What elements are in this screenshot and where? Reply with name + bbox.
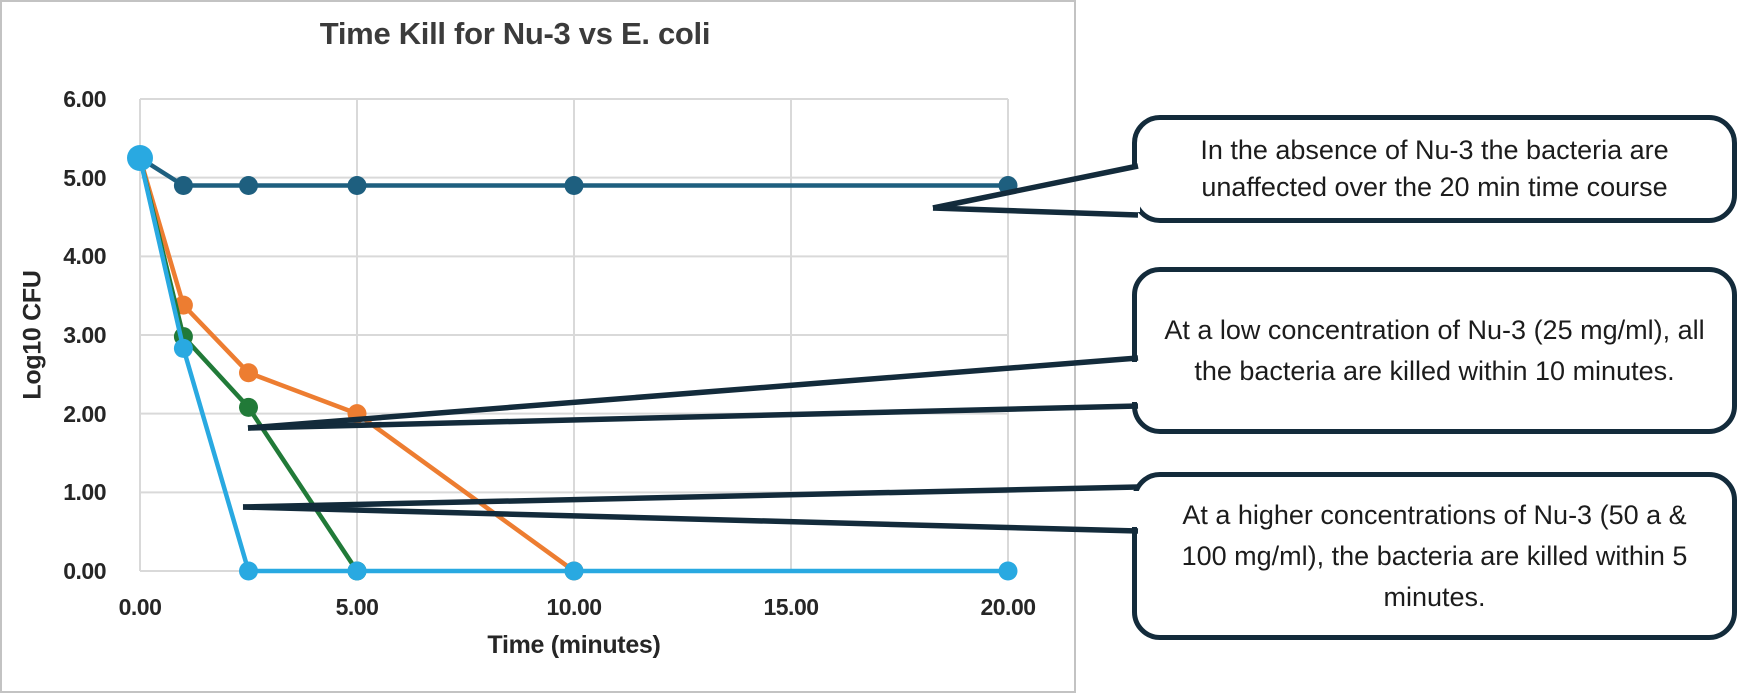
x-tick-label: 20.00 <box>980 594 1036 620</box>
y-tick-label: 3.00 <box>63 322 106 348</box>
callout-low-concentration-text: At a low concentration of Nu-3 (25 mg/ml… <box>1164 314 1705 386</box>
chart-title: Time Kill for Nu-3 vs E. coli <box>319 16 711 51</box>
callout-no-nu3-text: In the absence of Nu-3 the bacteria are … <box>1200 135 1669 202</box>
chart-panel <box>0 0 1076 693</box>
x-tick-label: 0.00 <box>118 594 162 620</box>
callout-high-concentration: At a higher concentrations of Nu-3 (50 a… <box>1132 472 1737 640</box>
y-tick-label: 6.00 <box>63 86 106 112</box>
x-tick-label: 15.00 <box>763 594 819 620</box>
callout-low-concentration: At a low concentration of Nu-3 (25 mg/ml… <box>1132 267 1737 434</box>
y-tick-label: 2.00 <box>63 400 106 427</box>
y-tick-label: 0.00 <box>63 558 106 584</box>
y-tick-label: 5.00 <box>63 164 106 191</box>
x-tick-label: 10.00 <box>546 594 602 620</box>
y-tick-label: 1.00 <box>63 479 106 506</box>
y-tick-label: 4.00 <box>63 243 106 270</box>
x-axis-title: Time (minutes) <box>487 631 661 659</box>
callout-high-concentration-text: At a higher concentrations of Nu-3 (50 a… <box>1181 499 1688 612</box>
x-tick-label: 5.00 <box>335 594 379 620</box>
callout-no-nu3: In the absence of Nu-3 the bacteria are … <box>1132 115 1737 223</box>
